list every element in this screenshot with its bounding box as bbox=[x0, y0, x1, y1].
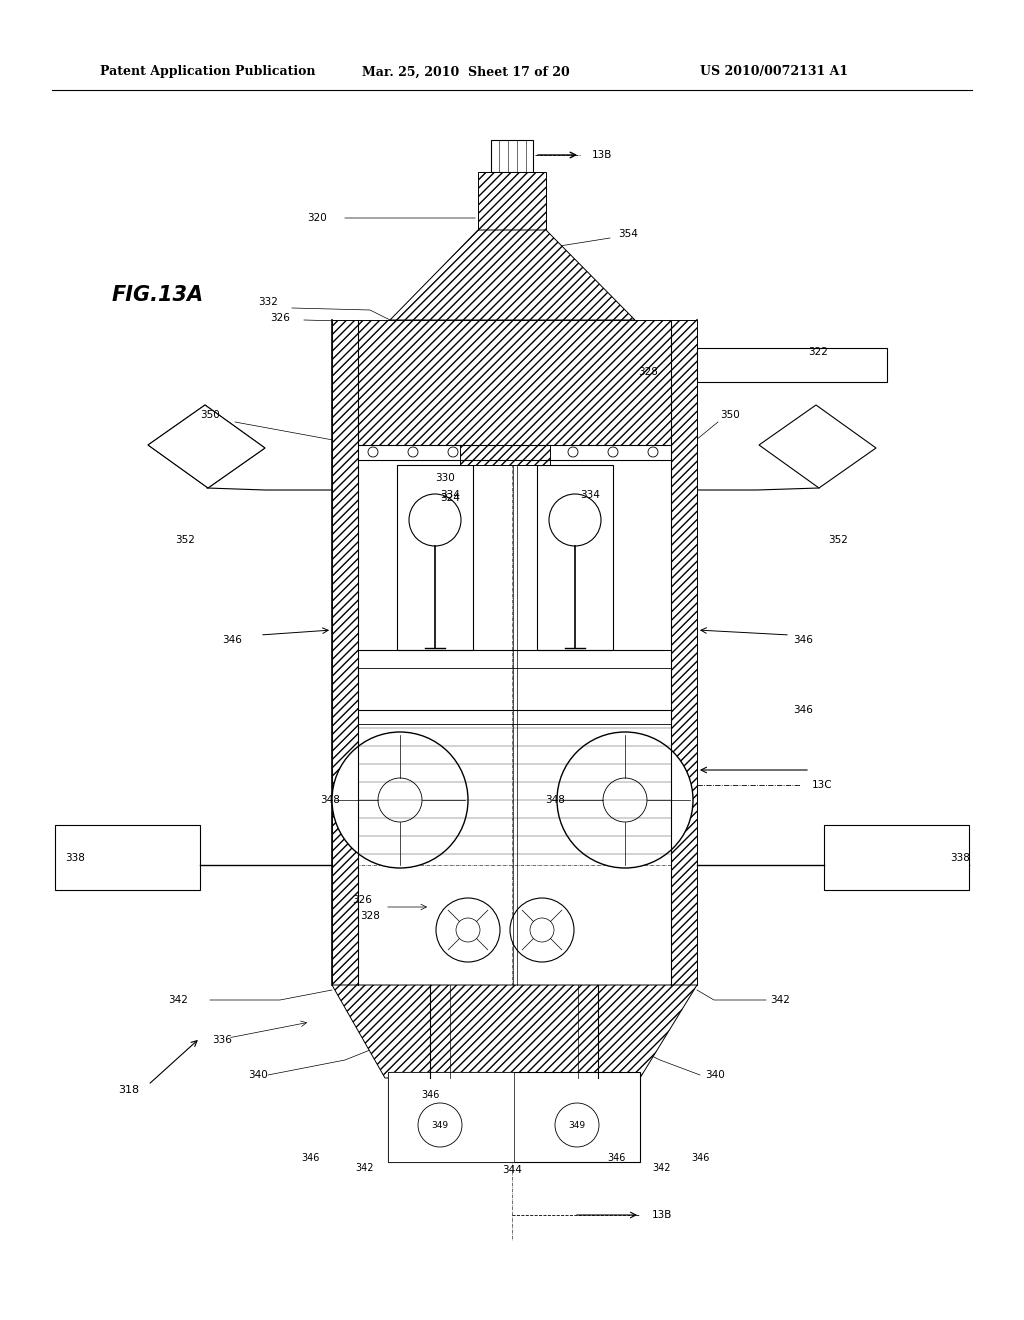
Bar bbox=[388, 1072, 640, 1162]
Text: 346: 346 bbox=[608, 1152, 627, 1163]
Circle shape bbox=[648, 447, 658, 457]
Circle shape bbox=[409, 494, 461, 546]
Text: 346: 346 bbox=[222, 635, 242, 645]
Text: 340: 340 bbox=[705, 1071, 725, 1080]
Circle shape bbox=[408, 447, 418, 457]
Bar bbox=[490, 140, 534, 172]
Circle shape bbox=[510, 898, 574, 962]
Text: 326: 326 bbox=[270, 313, 290, 323]
Text: 352: 352 bbox=[175, 535, 195, 545]
Circle shape bbox=[528, 447, 538, 457]
Text: 346: 346 bbox=[793, 635, 813, 645]
Text: 342: 342 bbox=[770, 995, 790, 1005]
Bar bbox=[537, 465, 613, 649]
Text: 320: 320 bbox=[307, 213, 327, 223]
Circle shape bbox=[332, 733, 468, 869]
Polygon shape bbox=[332, 319, 358, 985]
Text: 346: 346 bbox=[421, 1090, 439, 1100]
Text: 354: 354 bbox=[618, 228, 638, 239]
Text: 330: 330 bbox=[435, 473, 455, 483]
Bar bbox=[397, 465, 473, 649]
Text: 346: 346 bbox=[793, 705, 813, 715]
Polygon shape bbox=[478, 172, 546, 230]
Polygon shape bbox=[358, 319, 671, 445]
Text: 332: 332 bbox=[258, 297, 278, 308]
Circle shape bbox=[530, 917, 554, 942]
Text: 346: 346 bbox=[691, 1152, 710, 1163]
Circle shape bbox=[162, 440, 178, 455]
Text: 338: 338 bbox=[65, 853, 85, 863]
Text: 348: 348 bbox=[319, 795, 340, 805]
Text: 352: 352 bbox=[828, 535, 848, 545]
Text: Mar. 25, 2010  Sheet 17 of 20: Mar. 25, 2010 Sheet 17 of 20 bbox=[362, 66, 569, 78]
Circle shape bbox=[456, 917, 480, 942]
Polygon shape bbox=[390, 230, 635, 319]
Text: FIG.13A: FIG.13A bbox=[112, 285, 204, 305]
Text: 344: 344 bbox=[502, 1166, 522, 1175]
Text: 346: 346 bbox=[301, 1152, 319, 1163]
Text: 322: 322 bbox=[808, 347, 827, 356]
Text: 334: 334 bbox=[580, 490, 600, 500]
Polygon shape bbox=[332, 985, 697, 1078]
Text: 342: 342 bbox=[168, 995, 187, 1005]
Text: 342: 342 bbox=[355, 1163, 374, 1173]
Text: US 2010/0072131 A1: US 2010/0072131 A1 bbox=[700, 66, 848, 78]
Text: 349: 349 bbox=[568, 1121, 586, 1130]
Circle shape bbox=[436, 898, 500, 962]
Text: 13B: 13B bbox=[592, 150, 612, 160]
Text: 326: 326 bbox=[352, 895, 372, 906]
Text: 318: 318 bbox=[118, 1085, 139, 1096]
Bar bbox=[697, 348, 887, 381]
Polygon shape bbox=[671, 319, 697, 985]
Circle shape bbox=[557, 733, 693, 869]
Circle shape bbox=[549, 494, 601, 546]
Text: 334: 334 bbox=[440, 490, 460, 500]
Text: 13C: 13C bbox=[812, 780, 833, 789]
Circle shape bbox=[449, 447, 458, 457]
Text: 13B: 13B bbox=[652, 1210, 673, 1220]
Polygon shape bbox=[759, 405, 876, 488]
Text: 340: 340 bbox=[248, 1071, 267, 1080]
Circle shape bbox=[378, 777, 422, 822]
Circle shape bbox=[555, 1104, 599, 1147]
Bar bbox=[824, 825, 969, 890]
Polygon shape bbox=[148, 405, 265, 488]
Text: 349: 349 bbox=[431, 1121, 449, 1130]
Text: 342: 342 bbox=[652, 1163, 672, 1173]
Polygon shape bbox=[460, 445, 550, 465]
Text: 328: 328 bbox=[638, 367, 657, 378]
Circle shape bbox=[608, 447, 618, 457]
Circle shape bbox=[603, 777, 647, 822]
Circle shape bbox=[568, 447, 578, 457]
Bar bbox=[55, 825, 200, 890]
Text: 338: 338 bbox=[950, 853, 970, 863]
Text: 324: 324 bbox=[440, 492, 460, 503]
Circle shape bbox=[368, 447, 378, 457]
Bar bbox=[388, 1072, 514, 1162]
Polygon shape bbox=[148, 405, 265, 488]
Circle shape bbox=[488, 447, 498, 457]
Text: Patent Application Publication: Patent Application Publication bbox=[100, 66, 315, 78]
Circle shape bbox=[850, 440, 866, 455]
Circle shape bbox=[418, 1104, 462, 1147]
Text: 328: 328 bbox=[360, 911, 380, 921]
Text: 350: 350 bbox=[720, 411, 739, 420]
Text: 336: 336 bbox=[212, 1035, 231, 1045]
Text: 348: 348 bbox=[545, 795, 565, 805]
Text: 350: 350 bbox=[200, 411, 220, 420]
